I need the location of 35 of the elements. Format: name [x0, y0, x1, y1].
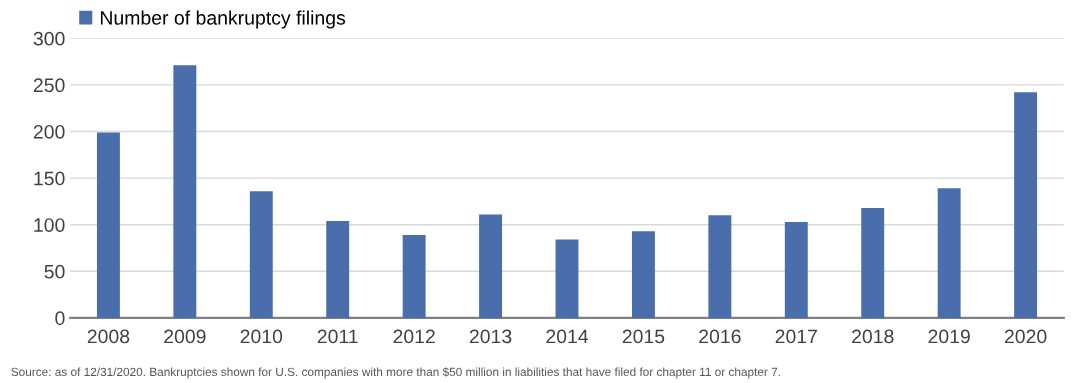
- bar: [708, 215, 732, 318]
- x-tick-label: 2009: [164, 329, 206, 344]
- x-tick-label: 2019: [928, 329, 970, 344]
- y-tick-label: 50: [44, 264, 65, 279]
- x-tick-label: 2020: [1004, 329, 1047, 344]
- x-tick-label: 2016: [699, 329, 741, 344]
- x-tick-label: 2010: [240, 329, 283, 344]
- bar: [937, 188, 961, 318]
- x-tick-label: 2015: [622, 329, 665, 344]
- y-tick-label: 300: [33, 31, 65, 46]
- bar: [784, 221, 808, 318]
- x-tick-label: 2018: [852, 329, 894, 344]
- bar: [96, 132, 120, 318]
- bar: [173, 65, 197, 318]
- bar: [861, 207, 885, 318]
- bar: [479, 214, 503, 318]
- y-tick-label: 200: [33, 124, 65, 139]
- x-tick-label: 2017: [775, 329, 817, 344]
- y-tick-label: 0: [55, 311, 65, 326]
- bar: [326, 220, 350, 318]
- x-tick-label: 2011: [317, 329, 358, 344]
- bar: [249, 191, 273, 318]
- bar: [631, 231, 655, 318]
- y-tick-label: 250: [33, 78, 65, 93]
- x-tick-label: 2008: [87, 329, 130, 344]
- x-tick-label: 2012: [393, 329, 435, 344]
- x-tick-label: 2013: [469, 329, 512, 344]
- source-note: Source: as of 12/31/2020. Bankruptcies shown for U.S. companies with more than $50 million in liabilities that have filed for chapter 11 or chapter 7.: [11, 367, 780, 379]
- bar: [402, 234, 426, 318]
- bar: [1014, 92, 1038, 318]
- y-tick-label: 150: [34, 171, 65, 186]
- y-tick-label: 100: [34, 218, 65, 232]
- bar: [555, 239, 579, 318]
- x-tick-label: 2014: [546, 329, 589, 344]
- legend-label: Number of bankruptcy filings: [100, 10, 346, 29]
